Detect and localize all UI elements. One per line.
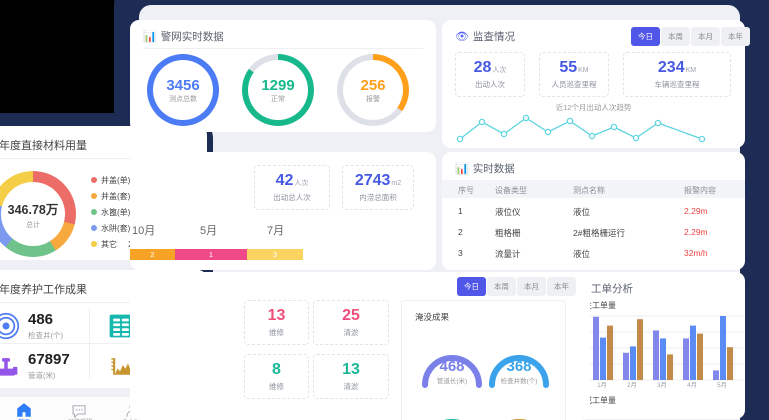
svg-text:1月: 1月	[597, 382, 607, 388]
svg-text:5月: 5月	[717, 382, 727, 388]
svg-text:468: 468	[439, 358, 464, 375]
svg-text:检查井数(个): 检查井数(个)	[501, 376, 538, 385]
svg-text:4月: 4月	[687, 382, 697, 388]
svg-text:管道长(米): 管道长(米)	[437, 376, 467, 385]
svg-text:2月: 2月	[627, 382, 637, 388]
svg-text:368: 368	[506, 358, 531, 375]
svg-text:3月: 3月	[657, 382, 667, 388]
